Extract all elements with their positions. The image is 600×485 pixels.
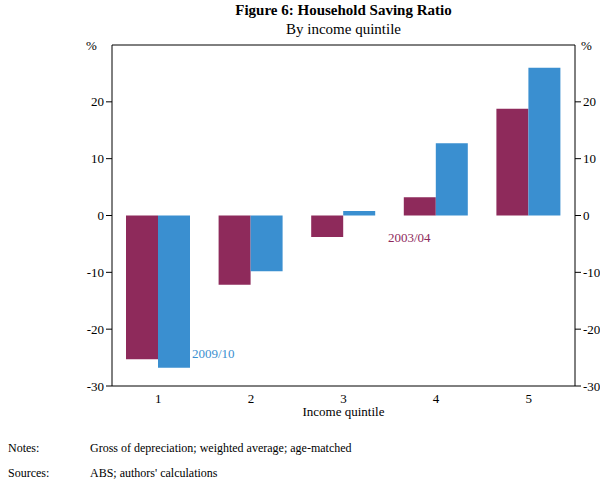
svg-text:Income quintile: Income quintile xyxy=(303,404,385,419)
svg-text:20: 20 xyxy=(91,94,104,109)
svg-text:0: 0 xyxy=(98,208,105,223)
html-text:By income quintile: By income quintile xyxy=(286,21,401,37)
svg-text:-30: -30 xyxy=(87,379,104,394)
html-text:2009/10: 2009/10 xyxy=(192,346,235,361)
svg-text:0: 0 xyxy=(583,208,590,223)
html-text:Sources:: Sources: xyxy=(8,466,50,480)
svg-text:20: 20 xyxy=(583,94,592,109)
svg-text:-30: -30 xyxy=(583,379,592,394)
svg-text:5: 5 xyxy=(525,391,532,406)
html-text:ABS; authors' calculations: ABS; authors' calculations xyxy=(90,466,218,480)
svg-text:2: 2 xyxy=(248,391,255,406)
svg-text:-10: -10 xyxy=(87,265,104,280)
html-text:2003/04: 2003/04 xyxy=(388,230,431,245)
svg-text:1: 1 xyxy=(155,391,162,406)
svg-text:3: 3 xyxy=(340,391,347,407)
html-text:Figure 6: Household Saving Rat: Figure 6: Household Saving Ratio xyxy=(235,2,452,18)
html-text:Gross of depreciation; weighte: Gross of depreciation; weighted average;… xyxy=(90,441,352,455)
html-text:Notes:: Notes: xyxy=(8,441,40,455)
svg-text:10: 10 xyxy=(91,151,104,166)
svg-text:-20: -20 xyxy=(87,322,104,337)
svg-text:10: 10 xyxy=(583,151,592,166)
svg-text:-20: -20 xyxy=(583,322,592,337)
svg-text:4: 4 xyxy=(433,391,440,406)
svg-text:-10: -10 xyxy=(583,265,592,280)
